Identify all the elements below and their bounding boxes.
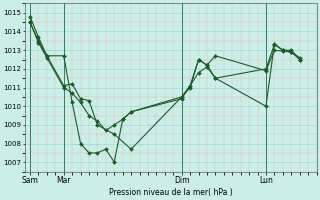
X-axis label: Pression niveau de la mer( hPa ): Pression niveau de la mer( hPa ): [109, 188, 233, 197]
